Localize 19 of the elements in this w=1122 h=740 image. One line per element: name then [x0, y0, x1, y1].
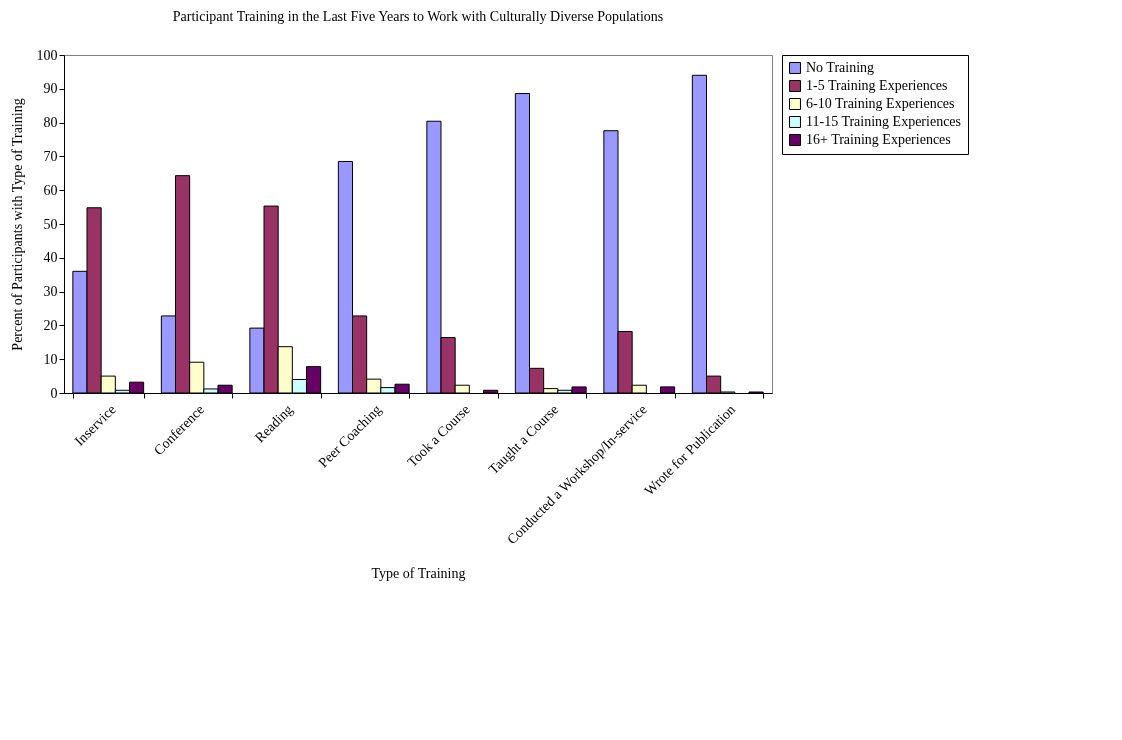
y-tick-label: 60 — [43, 182, 58, 198]
legend-label: No Training — [806, 60, 875, 75]
y-tick-label: 40 — [43, 250, 58, 266]
chart-title: Participant Training in the Last Five Years to Work with Culturally Diverse Populations — [172, 9, 664, 24]
y-tick-label: 20 — [43, 317, 58, 333]
y-tick-label: 0 — [50, 385, 58, 401]
legend-label: 6-10 Training Experiences — [806, 96, 955, 111]
x-axis-title: Type of Training — [371, 566, 466, 582]
y-tick-label: 90 — [43, 81, 58, 97]
y-tick-label: 10 — [43, 351, 58, 367]
y-tick-label: 50 — [43, 216, 58, 232]
y-axis-title: Percent of Participants with Type of Training — [9, 98, 25, 351]
legend-label: 1-5 Training Experiences — [806, 78, 948, 93]
legend-label: 11-15 Training Experiences — [806, 114, 962, 129]
y-tick-label: 100 — [36, 47, 58, 63]
y-tick-label: 70 — [43, 148, 58, 164]
legend-label: 16+ Training Experiences — [806, 132, 951, 147]
y-tick-label: 80 — [43, 115, 58, 131]
y-tick-label: 30 — [43, 284, 58, 300]
